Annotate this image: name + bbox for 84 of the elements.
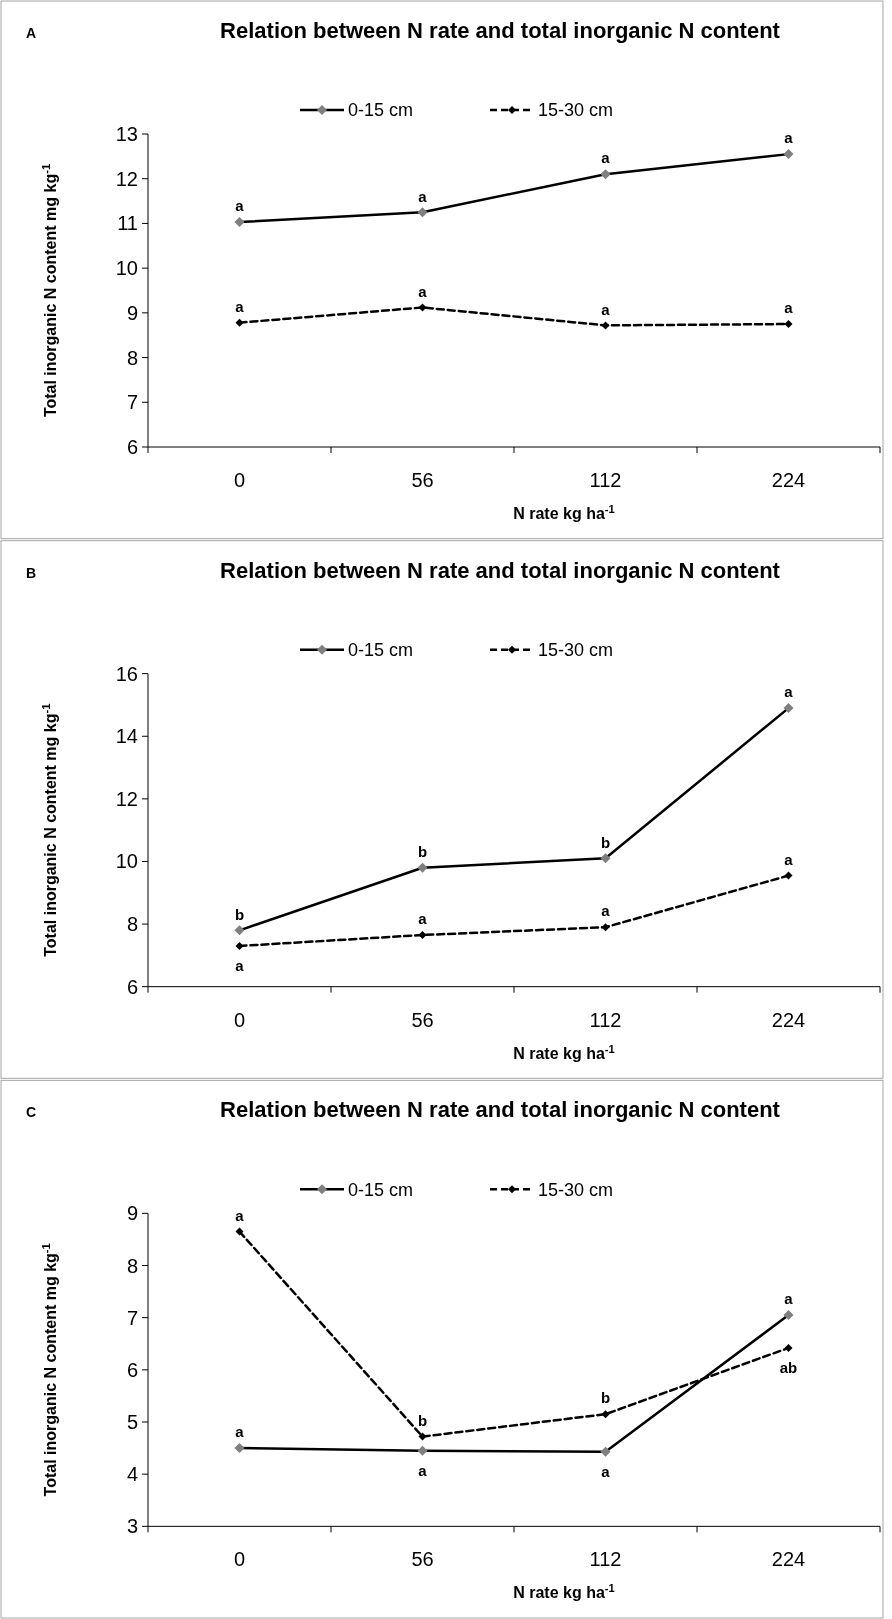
x-tick-label: 0 bbox=[233, 1008, 246, 1031]
chart-title: Relation between N rate and total inorganic N content bbox=[220, 1097, 781, 1123]
legend-label: 15-30 cm bbox=[538, 100, 614, 121]
annotation: b bbox=[600, 1389, 611, 1407]
y-tick-label: 9 bbox=[126, 1202, 138, 1225]
point bbox=[418, 931, 427, 940]
y-tick-label: 6 bbox=[126, 975, 138, 998]
y-tick-label: 8 bbox=[126, 346, 138, 369]
annotation: b bbox=[417, 1411, 428, 1429]
x-tick-label: 112 bbox=[589, 1548, 622, 1571]
x-axis-title: N rate kg ha$^{-1}$ bbox=[513, 1042, 615, 1062]
annotation: a bbox=[418, 282, 428, 300]
text: B bbox=[26, 564, 37, 581]
point bbox=[235, 941, 244, 950]
annotation: a bbox=[601, 1462, 611, 1480]
legend-label: 15-30 cm bbox=[538, 639, 614, 660]
legend-label: 15-30 cm bbox=[538, 1179, 614, 1200]
annotation: a bbox=[601, 300, 611, 318]
chart-title: Relation between N rate and total inorganic N content bbox=[220, 18, 781, 43]
annotation: b bbox=[417, 842, 428, 860]
point bbox=[235, 318, 244, 327]
x-tick-label: 56 bbox=[411, 469, 434, 491]
y-tick-label: 10 bbox=[115, 850, 138, 873]
y-tick-label: 9 bbox=[126, 301, 138, 324]
point bbox=[784, 1343, 793, 1352]
y-tick-label: 7 bbox=[126, 1306, 138, 1329]
point bbox=[784, 871, 793, 880]
x-tick-label: 112 bbox=[589, 1008, 622, 1031]
annotation: a bbox=[601, 149, 611, 167]
point bbox=[601, 321, 610, 330]
annotation: ab bbox=[779, 1359, 798, 1377]
y-tick-label: 3 bbox=[126, 1515, 138, 1538]
y-tick-label: 12 bbox=[115, 787, 138, 810]
y-tick-label: 11 bbox=[117, 212, 138, 235]
y-tick-label: 5 bbox=[126, 1411, 138, 1433]
text: C bbox=[26, 1104, 37, 1121]
annotation: a bbox=[235, 957, 245, 975]
x-axis-title: N rate kg ha$^{-1}$ bbox=[513, 503, 615, 522]
x-axis-title: N rate kg ha$^{-1}$ bbox=[513, 1582, 615, 1602]
y-tick-label: 6 bbox=[126, 436, 138, 458]
annotation: a bbox=[418, 187, 428, 205]
annotation: a bbox=[784, 299, 794, 317]
point bbox=[418, 303, 427, 312]
annotation: b bbox=[600, 833, 611, 851]
annotation: a bbox=[235, 297, 245, 315]
legend-label: 0-15 cm bbox=[348, 1179, 414, 1200]
annotation: b bbox=[234, 905, 245, 923]
legend-label: 0-15 cm bbox=[348, 639, 414, 660]
x-tick-label: 224 bbox=[771, 1548, 806, 1571]
y-tick-label: 14 bbox=[115, 725, 138, 748]
text: A bbox=[26, 25, 37, 41]
y-tick-label: 8 bbox=[126, 1254, 138, 1277]
x-tick-label: 56 bbox=[411, 1008, 434, 1031]
y-tick-label: 4 bbox=[126, 1463, 138, 1486]
y-tick-label: 7 bbox=[126, 391, 138, 414]
annotation: a bbox=[235, 1423, 245, 1441]
annotation: a bbox=[784, 1290, 794, 1308]
annotation: a bbox=[418, 910, 428, 928]
y-tick-label: 13 bbox=[115, 123, 138, 145]
y-tick-label: 8 bbox=[126, 913, 138, 936]
point bbox=[235, 1227, 244, 1236]
annotation: a bbox=[784, 683, 794, 701]
y-tick-label: 12 bbox=[115, 167, 138, 190]
y-tick-label: 6 bbox=[126, 1358, 138, 1381]
x-tick-label: 224 bbox=[771, 469, 806, 491]
x-tick-label: 56 bbox=[411, 1548, 434, 1571]
x-tick-label: 0 bbox=[233, 1548, 246, 1571]
y-tick-label: 10 bbox=[115, 257, 138, 280]
point bbox=[601, 1410, 610, 1419]
annotation: a bbox=[601, 902, 611, 920]
point bbox=[784, 320, 793, 329]
chart-title: Relation between N rate and total inorganic N content bbox=[220, 557, 781, 583]
x-tick-label: 0 bbox=[233, 469, 246, 491]
point bbox=[418, 1432, 427, 1441]
x-tick-label: 112 bbox=[589, 469, 622, 491]
x-tick-label: 224 bbox=[771, 1008, 806, 1031]
annotation: a bbox=[235, 197, 245, 215]
annotation: a bbox=[235, 1206, 245, 1224]
annotation: a bbox=[418, 1461, 428, 1479]
annotation: a bbox=[784, 129, 794, 147]
y-tick-label: 16 bbox=[115, 662, 138, 685]
legend-label: 0-15 cm bbox=[348, 100, 414, 121]
point bbox=[601, 923, 610, 932]
annotation: a bbox=[784, 850, 794, 868]
